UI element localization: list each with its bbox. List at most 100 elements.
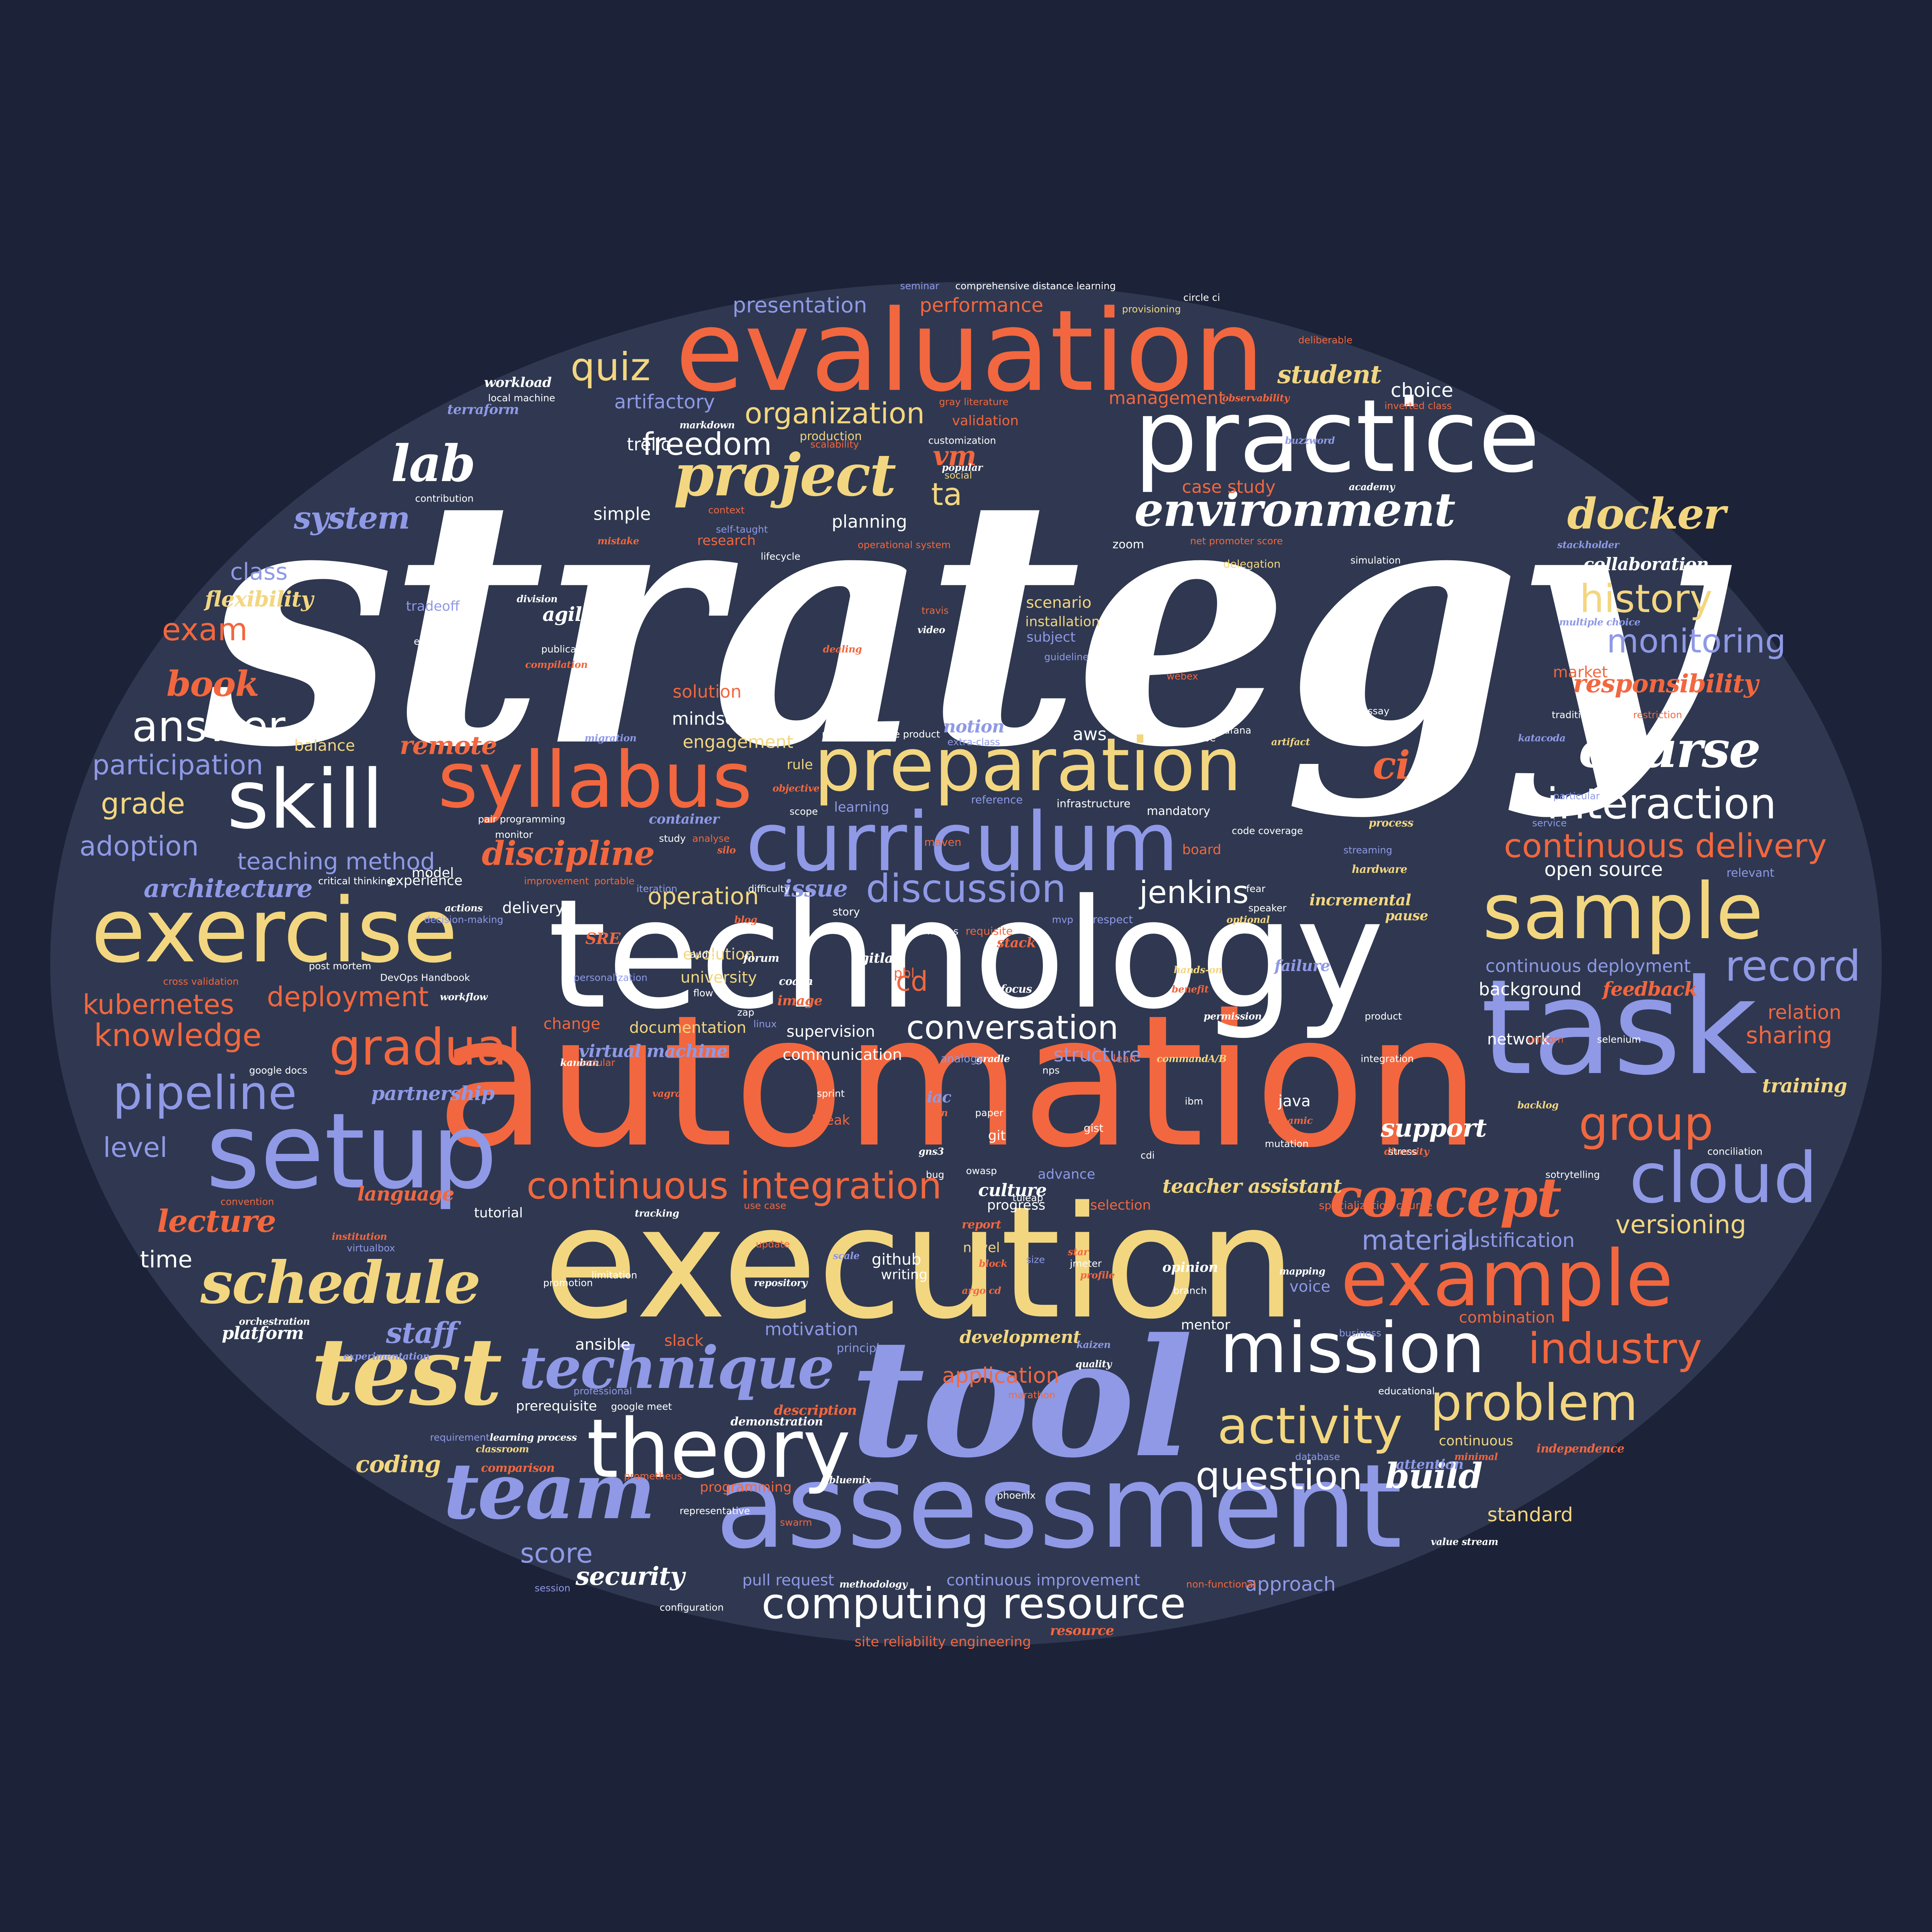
word-gradual: gradual <box>329 1018 521 1077</box>
word-learning: learning <box>834 799 889 815</box>
word-docker: docker <box>1567 489 1726 539</box>
word-flow: flow <box>693 987 713 999</box>
word-structure: structure <box>1053 1044 1141 1066</box>
word-relevant: relevant <box>1726 866 1774 880</box>
word-respect: respect <box>1092 913 1133 926</box>
word-google-docs: google docs <box>249 1065 308 1076</box>
word-skill: skill <box>226 752 384 847</box>
word-setup: setup <box>206 1090 498 1212</box>
word-optional: optional <box>1226 914 1270 925</box>
word-issue: issue <box>783 875 848 902</box>
word-blog: blog <box>734 914 757 925</box>
word-performance: performance <box>919 294 1044 316</box>
word-resource: resource <box>1050 1622 1114 1639</box>
word-experimentation: experimentation <box>343 1350 430 1362</box>
word-permission: permission <box>1203 1010 1262 1022</box>
word-network: network <box>1487 1031 1550 1048</box>
word-practice: practice <box>1134 378 1540 495</box>
word-a-b: A/B <box>1208 1053 1227 1065</box>
word-board: board <box>1182 842 1221 858</box>
word-minimum-viable-product: minimum viable product <box>822 728 940 740</box>
word-case-study: case study <box>1182 476 1276 497</box>
word-history: history <box>1580 576 1713 621</box>
word-promotion: promotion <box>543 1277 593 1289</box>
word-learning-process: learning process <box>490 1432 577 1443</box>
word-zoom: zoom <box>1112 538 1144 551</box>
word-phoenix: phoenix <box>997 1490 1036 1501</box>
word-guideline: guideline <box>1044 651 1089 663</box>
word-slack: slack <box>664 1332 704 1350</box>
word-update: update <box>755 1238 790 1250</box>
word-bluemix: bluemix <box>829 1474 871 1486</box>
word-aws: aws <box>1073 724 1107 745</box>
word-configuration: configuration <box>660 1602 724 1613</box>
word-hands-on: hands-on <box>1173 964 1222 976</box>
word-local-machine: local machine <box>488 392 555 404</box>
word-convention: convention <box>220 1196 274 1208</box>
word-conciliation: conciliation <box>1707 1146 1763 1157</box>
word-trello: trello <box>627 434 672 455</box>
word-github: github <box>871 1251 922 1269</box>
word-feedback: feedback <box>1602 978 1698 1000</box>
word-level: level <box>103 1132 168 1163</box>
word-agile: agile <box>542 603 594 626</box>
word-ci: ci <box>1372 742 1410 788</box>
word-incremental: incremental <box>1309 891 1412 909</box>
word-paper: paper <box>975 1107 1003 1119</box>
word-gray-literature: gray literature <box>939 396 1009 408</box>
word-process: process <box>1369 816 1413 829</box>
word-model: model <box>412 865 454 881</box>
word-schedule: schedule <box>200 1249 481 1317</box>
word-publication: publication <box>541 643 595 655</box>
word-training: training <box>1762 1074 1847 1097</box>
word-block: block <box>979 1258 1007 1269</box>
word-exercise: exercise <box>91 879 458 983</box>
word-description: description <box>774 1402 857 1418</box>
word-lean: lean <box>1113 1052 1136 1065</box>
word-reference: reference <box>971 793 1023 806</box>
word-database: database <box>1295 1451 1340 1463</box>
word-streaming: streaming <box>1343 844 1393 856</box>
word-relation: relation <box>1767 1001 1842 1024</box>
word-score: score <box>520 1537 593 1569</box>
word-task: task <box>1481 951 1757 1104</box>
word-delegation: delegation <box>1223 558 1281 570</box>
word-elective: elective <box>413 636 452 647</box>
word-session: session <box>534 1582 571 1594</box>
word-university: university <box>680 969 757 986</box>
word-progress: progress <box>987 1197 1046 1213</box>
word-fun: fun <box>930 1107 948 1119</box>
word-support: support <box>1381 1113 1487 1143</box>
word-staff: staff <box>386 1316 457 1350</box>
word-industry: industry <box>1528 1324 1702 1373</box>
word-answer: answer <box>132 702 286 751</box>
word-selenium: selenium <box>1597 1034 1641 1045</box>
word-iteration: iteration <box>636 883 677 895</box>
word-terraform: terraform <box>447 401 519 418</box>
word-artifact: artifact <box>1271 736 1310 748</box>
word-management: management <box>1109 388 1225 408</box>
word-responsibility: responsibility <box>1573 669 1759 699</box>
word-presentation: presentation <box>732 293 867 318</box>
word-rule: rule <box>787 757 813 773</box>
word-git: git <box>988 1128 1006 1144</box>
word-organization: organization <box>744 396 925 430</box>
word-forum: forum <box>743 952 779 964</box>
word-technique: technique <box>519 1334 835 1402</box>
word-buzzword: buzzword <box>1285 435 1335 446</box>
word-partnership: partnership <box>371 1082 495 1105</box>
word-evolution: evolution <box>683 946 755 963</box>
word-speaker: speaker <box>1248 902 1287 914</box>
word-markdown: markdown <box>679 419 735 431</box>
word-extra-class: extra-class <box>947 736 1000 748</box>
word-motivation: motivation <box>765 1319 858 1340</box>
word-prerequisite: prerequisite <box>516 1398 597 1414</box>
word-mission: mission <box>1219 1308 1485 1389</box>
word-context: context <box>708 504 745 516</box>
word-writing: writing <box>881 1267 928 1283</box>
word-zap: zap <box>737 1007 755 1018</box>
word-evaluation: evaluation <box>675 286 1265 417</box>
word-sharing: sharing <box>1746 1022 1832 1049</box>
word-freedom: freedom <box>642 426 772 462</box>
